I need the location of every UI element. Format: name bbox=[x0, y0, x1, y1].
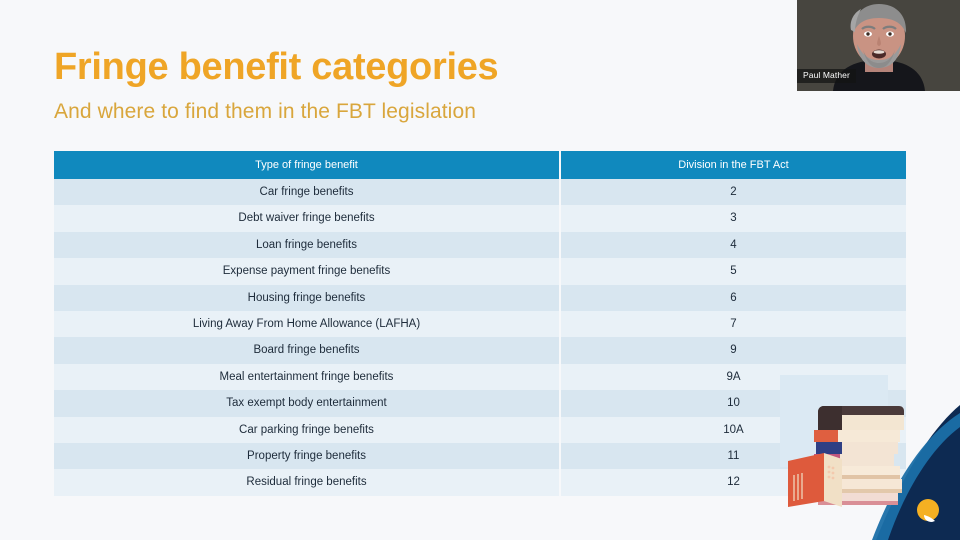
page-title: Fringe benefit categories bbox=[54, 46, 499, 88]
cell-benefit-type: Living Away From Home Allowance (LAFHA) bbox=[54, 310, 559, 338]
logo-dot-icon bbox=[917, 499, 939, 521]
table-row: Expense payment fringe benefits 5 bbox=[54, 258, 906, 285]
table-row: Property fringe benefits 11 bbox=[54, 442, 906, 470]
table-row: Meal entertainment fringe benefits 9A bbox=[54, 363, 906, 391]
table-row: Car fringe benefits 2 bbox=[54, 179, 906, 206]
cell-division: 5 bbox=[561, 258, 906, 285]
table-row: Tax exempt body entertainment 10 bbox=[54, 390, 906, 417]
cell-division: 10 bbox=[561, 390, 906, 417]
cell-benefit-type: Board fringe benefits bbox=[54, 337, 559, 364]
cell-benefit-type: Debt waiver fringe benefits bbox=[54, 205, 559, 232]
fringe-benefits-table: Type of fringe benefit Division in the F… bbox=[54, 151, 906, 496]
table-header-row: Type of fringe benefit Division in the F… bbox=[54, 151, 906, 179]
table-row: Living Away From Home Allowance (LAFHA) … bbox=[54, 310, 906, 338]
cell-division: 2 bbox=[561, 179, 906, 206]
table-row: Debt waiver fringe benefits 3 bbox=[54, 205, 906, 232]
cell-division: 9A bbox=[561, 363, 906, 391]
cell-benefit-type: Car fringe benefits bbox=[54, 179, 559, 206]
cell-benefit-type: Meal entertainment fringe benefits bbox=[54, 363, 559, 391]
table-row: Board fringe benefits 9 bbox=[54, 337, 906, 364]
cell-division: 6 bbox=[561, 284, 906, 311]
video-participant-tile[interactable]: Paul Mather bbox=[797, 0, 960, 91]
participant-name-label: Paul Mather bbox=[797, 68, 856, 83]
cell-division: 10A bbox=[561, 416, 906, 443]
column-header-division-in-fbt-act: Division in the FBT Act bbox=[561, 151, 906, 179]
cell-division: 12 bbox=[561, 469, 906, 496]
table-row: Housing fringe benefits 6 bbox=[54, 284, 906, 311]
cell-benefit-type: Housing fringe benefits bbox=[54, 284, 559, 311]
cell-division: 11 bbox=[561, 442, 906, 470]
cell-benefit-type: Car parking fringe benefits bbox=[54, 416, 559, 443]
cell-division: 7 bbox=[561, 310, 906, 338]
cell-benefit-type: Loan fringe benefits bbox=[54, 231, 559, 259]
table-row: Car parking fringe benefits 10A bbox=[54, 416, 906, 443]
cell-benefit-type: Tax exempt body entertainment bbox=[54, 390, 559, 417]
cell-division: 3 bbox=[561, 205, 906, 232]
page-subtitle: And where to find them in the FBT legisl… bbox=[54, 99, 477, 123]
cell-benefit-type: Expense payment fringe benefits bbox=[54, 258, 559, 285]
cell-benefit-type: Residual fringe benefits bbox=[54, 469, 559, 496]
table-row: Residual fringe benefits 12 bbox=[54, 469, 906, 496]
cell-division: 4 bbox=[561, 231, 906, 259]
cell-division: 9 bbox=[561, 337, 906, 364]
cell-benefit-type: Property fringe benefits bbox=[54, 442, 559, 470]
table-row: Loan fringe benefits 4 bbox=[54, 231, 906, 259]
column-header-type-of-fringe-benefit: Type of fringe benefit bbox=[54, 151, 559, 179]
logo-crescent-icon bbox=[924, 515, 935, 522]
title-block: Fringe benefit categories And where to f… bbox=[54, 46, 754, 124]
